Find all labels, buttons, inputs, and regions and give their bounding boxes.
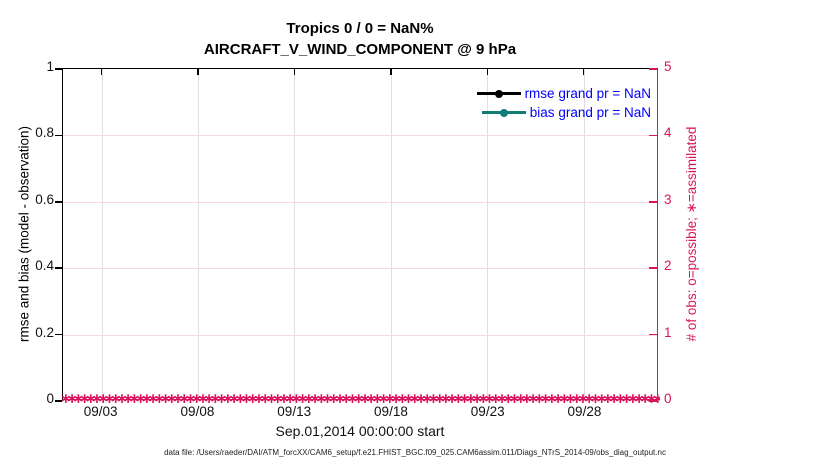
chart-title-block: Tropics 0 / 0 = NaN% AIRCRAFT_V_WIND_COM…: [62, 18, 658, 60]
plot-area: rmse grand pr = NaN bias grand pr = NaN …: [54, 68, 660, 406]
y-tick-mark-left: [54, 333, 62, 336]
x-tick-label: 09/08: [180, 404, 215, 419]
y-tick-label-right: 1: [664, 324, 672, 340]
y-tick-mark-left: [54, 201, 62, 203]
x-tick-label: 09/03: [83, 404, 118, 419]
gridline-horizontal: [63, 201, 657, 203]
x-tick-label: 09/28: [567, 404, 602, 419]
gridline-vertical: [198, 69, 199, 399]
y-tick-mark-left: [54, 400, 62, 402]
y-tick-mark-right: [649, 134, 657, 137]
legend-bias-label: bias grand pr = NaN: [529, 105, 651, 120]
y-tick-label-right: 2: [664, 258, 672, 274]
x-tick-mark-top: [197, 69, 199, 75]
obs-marker-band: ∗∗∗∗∗∗∗∗∗∗∗∗∗∗∗∗∗∗∗∗∗∗∗∗∗∗∗∗∗∗∗∗∗∗∗∗∗∗∗∗…: [60, 391, 660, 407]
x-axis-label: Sep.01,2014 00:00:00 start: [275, 423, 445, 439]
legend-bias-line-sample: [481, 108, 526, 117]
x-tick-label: 09/23: [470, 404, 505, 419]
gridline-horizontal: [63, 334, 657, 336]
chart-subtitle: AIRCRAFT_V_WIND_COMPONENT @ 9 hPa: [203, 41, 517, 58]
legend-rmse-line-sample: [476, 89, 521, 98]
y-tick-mark-right: [649, 400, 657, 402]
y-tick-mark-right: [649, 333, 657, 336]
x-tick-mark-top: [100, 69, 103, 75]
y-tick-label-left: 0.8: [35, 125, 54, 141]
gridline-vertical: [487, 69, 489, 399]
x-tick-mark-top: [582, 69, 585, 75]
gridline-vertical: [390, 69, 392, 399]
x-tick-label: 09/13: [277, 404, 312, 419]
y-tick-label-left: 0: [46, 391, 54, 406]
y-tick-label-right: 0: [664, 391, 672, 406]
x-tick-mark-top: [390, 69, 392, 75]
gridline-vertical: [294, 69, 296, 399]
y-tick-mark-left: [54, 68, 62, 70]
chart-title: Tropics 0 / 0 = NaN%: [286, 20, 434, 37]
legend-rmse-label: rmse grand pr = NaN: [524, 86, 651, 101]
legend-item-rmse: rmse grand pr = NaN: [476, 84, 651, 103]
x-tick-mark-top: [486, 69, 489, 75]
gridline-vertical: [583, 69, 585, 399]
x-tick-mark-top: [293, 69, 296, 75]
legend-bias-marker-icon: [499, 108, 508, 117]
data-file-path: data file: /Users/raeder/DAI/ATM_forcXX/…: [164, 448, 666, 457]
gridline-horizontal: [63, 135, 657, 137]
gridline-vertical: [101, 69, 103, 399]
gridline-horizontal: [63, 268, 657, 270]
y-tick-mark-right: [649, 68, 657, 70]
legend: rmse grand pr = NaN bias grand pr = NaN: [476, 84, 651, 122]
y-tick-label-left: 0.4: [35, 258, 54, 274]
y-tick-label-left: 0.6: [35, 191, 54, 207]
y-tick-label-left: 1: [46, 59, 54, 74]
y-tick-label-right: 3: [664, 191, 672, 207]
legend-item-bias: bias grand pr = NaN: [477, 103, 651, 122]
y-tick-label-right: 5: [664, 59, 672, 74]
y-tick-mark-right: [649, 267, 657, 269]
y-tick-mark-right: [649, 201, 657, 203]
y-tick-mark-left: [54, 134, 62, 137]
y-tick-label-left: 0.2: [35, 324, 54, 340]
y-tick-label-right: 4: [664, 125, 672, 141]
x-tick-label: 09/18: [374, 404, 408, 419]
legend-rmse-marker-icon: [494, 89, 503, 98]
y-tick-mark-left: [54, 267, 62, 269]
